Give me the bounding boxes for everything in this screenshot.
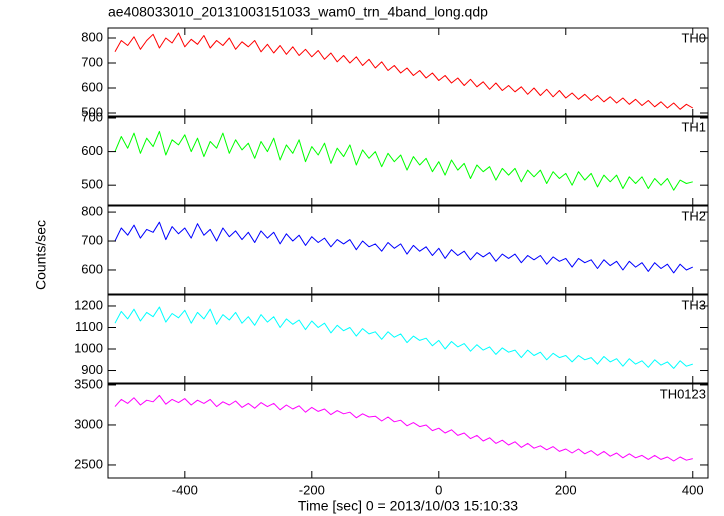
data-line [114, 394, 693, 462]
x-tick-label: -400 [172, 482, 198, 497]
panel-plot [114, 32, 694, 110]
panel-frame [107, 383, 709, 479]
y-tick-label: 3000 [74, 416, 103, 431]
y-tick-label: 500 [81, 177, 103, 192]
panel-plot [114, 394, 693, 462]
panel-label: TH1 [681, 119, 706, 134]
y-tick-label: 800 [81, 29, 103, 44]
y-tick-label: 1100 [75, 319, 103, 334]
x-tick-label: -200 [299, 482, 325, 497]
chart-title: ae408033010_20131003151033_wam0_trn_4ban… [108, 4, 488, 20]
y-tick-label: 1000 [74, 340, 103, 355]
panel-plot [114, 130, 693, 191]
panel-label: TH3 [681, 297, 706, 312]
y-tick-label: 700 [81, 232, 103, 247]
y-tick-label: 600 [81, 79, 103, 94]
panel-frame [107, 27, 709, 117]
panel-frame [107, 116, 709, 206]
y-tick-label: 600 [81, 143, 103, 158]
panel-plot [114, 306, 693, 369]
data-line [114, 32, 694, 110]
x-tick-label: 400 [682, 482, 704, 497]
y-axis-label: Counts/sec [33, 220, 49, 290]
y-tick-label: 800 [81, 204, 103, 219]
y-tick-label: 500 [81, 104, 103, 119]
y-tick-label: 700 [81, 54, 103, 69]
data-line [114, 306, 693, 369]
y-tick-label: 600 [81, 261, 103, 276]
y-tick-label: 3500 [74, 376, 103, 391]
y-tick-label: 1200 [74, 297, 103, 312]
data-line [114, 221, 694, 274]
data-line [114, 130, 693, 191]
x-tick-label: 200 [555, 482, 577, 497]
y-tick-label: 2500 [74, 456, 103, 471]
y-tick-label: 900 [81, 362, 103, 377]
panel-frame [107, 205, 709, 295]
x-tick-label: 0 [435, 482, 442, 497]
panel-plot [114, 221, 694, 274]
panel-label: TH2 [681, 208, 706, 223]
panel-frame [107, 294, 709, 384]
y-tick-label: 700 [81, 109, 103, 124]
panel-label: TH0123 [660, 386, 706, 401]
x-axis-label: Time [sec] 0 = 2013/10/03 15:10:33 [298, 498, 518, 514]
panel-label: TH0 [681, 30, 706, 45]
